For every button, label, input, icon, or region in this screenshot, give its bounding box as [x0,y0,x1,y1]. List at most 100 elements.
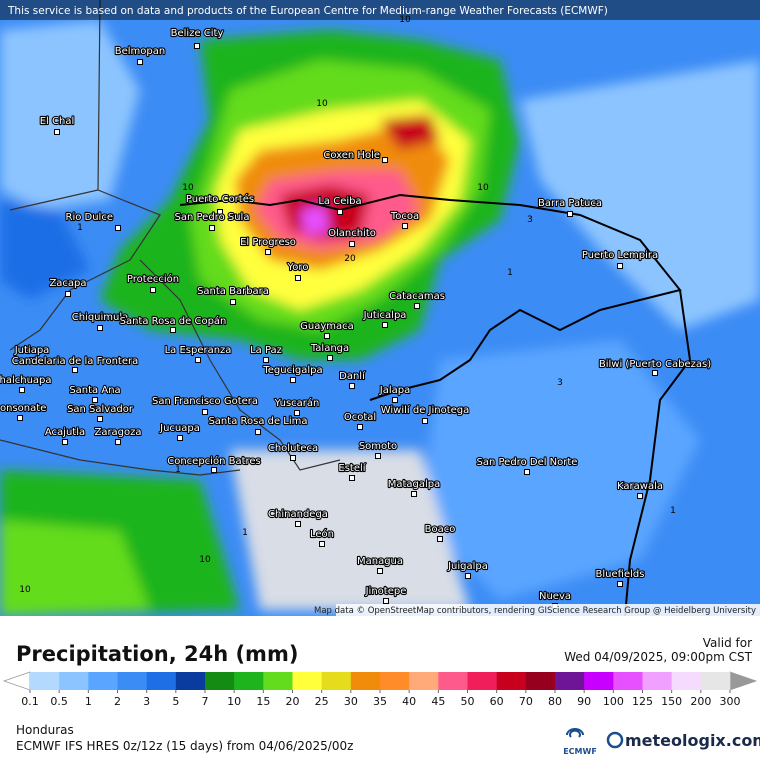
contour-label: 10 [19,585,31,595]
place-label: Jutiapa [14,345,50,356]
place-marker [17,415,23,421]
place-label: Concepción Batres [167,455,261,467]
place-label: Yoro [287,262,309,273]
place-marker [202,409,208,415]
place-label: Puerto Cortés [186,193,254,205]
place-marker [349,475,355,481]
contour-label: 3 [527,215,533,225]
place-marker [637,493,643,499]
place-label: León [310,528,334,540]
map: This service is based on data and produc… [0,0,760,616]
place-marker [327,355,333,361]
legend-label: 60 [490,695,504,708]
place-label: Olanchito [328,228,376,239]
place-marker [115,439,121,445]
place-marker [177,435,183,441]
place-label: Somoto [359,441,397,452]
place-label: Nueva [539,591,571,602]
contour-label: 10 [316,99,328,109]
contour-label: 10 [399,15,411,25]
place-marker [617,263,623,269]
place-marker [295,275,301,281]
places: Belize City Belmopan El Chal Coxen Hole Puer… [0,27,712,609]
legend-label: 20 [286,695,300,708]
place-label: Tocoa [390,211,419,222]
place-marker [319,541,325,547]
place-marker [294,410,300,416]
legend-swatch [263,672,293,690]
legend-label: 125 [632,695,653,708]
legend-swatch [642,672,672,690]
legend-swatch [380,672,410,690]
place-marker [411,491,417,497]
place-marker [383,598,389,604]
place-marker [357,424,363,430]
valid-time: Wed 04/09/2025, 09:00pm CST [564,650,752,664]
legend-label: 90 [577,695,591,708]
place-label: Jucuapa [159,423,200,434]
place-label: La Esperanza [165,345,232,356]
notice: This service is based on data and produc… [7,5,608,17]
place-label: Jalapa [379,385,410,396]
legend-label: 30 [344,695,358,708]
place-label: Juticalpa [363,310,407,321]
place-marker [92,397,98,403]
place-label: Sonsonate [0,403,46,414]
place-label: Tegucigalpa [262,365,322,376]
place-label: Zacapa [49,278,86,289]
place-label: Rio Dulce [66,212,114,223]
place-marker [290,377,296,383]
place-label: La Paz [250,345,282,356]
color-legend: 0.1 0.5 1 2 3 5 7 10 15 20 25 30 35 40 45 50 60 70 80 90 100… [2,671,758,708]
legend-swatch [467,672,497,690]
place-marker [617,581,623,587]
place-marker [19,387,25,393]
legend-swatch [117,672,147,690]
contour-label: 10 [182,183,194,193]
place-label: Catacamas [389,291,445,302]
place-marker [375,453,381,459]
place-marker [290,455,296,461]
legend-label: 150 [661,695,682,708]
contour-label: 10 [199,555,211,565]
place-marker [170,327,176,333]
place-label: Acajutla [45,427,85,438]
place-label: Juigalpa [447,561,488,572]
place-label: Zaragoza [94,427,141,438]
legend-swatch [175,672,206,690]
legend-label: 15 [256,695,270,708]
precipitation-field [0,20,760,616]
place-label: Estelí [338,462,366,474]
place-marker [195,357,201,363]
place-label: Chalchuapa [0,375,52,386]
place-label: Yuscarán [274,397,320,409]
contour-label: 1 [242,528,248,538]
place-marker [437,536,443,542]
legend-label: 5 [172,695,179,708]
place-label: El Progreso [240,237,296,248]
legend-swatch [146,672,177,690]
place-label: Barra Patuca [538,198,602,209]
place-marker [150,287,156,293]
place-label: Santa Barbara [197,286,269,297]
legend-label: 25 [315,695,329,708]
place-marker [137,59,143,65]
attribution: Map data © OpenStreetMap contributors, r… [314,606,756,616]
place-marker [392,397,398,403]
place-label: Coxen Hole [323,150,380,161]
legend-label: 100 [603,695,624,708]
place-label: Matagalpa [388,479,441,490]
region: Honduras [16,723,74,737]
place-label: Santa Rosa de Lima [208,416,307,427]
legend-swatch [671,672,702,690]
legend-label: 3 [143,695,150,708]
legend-swatch [584,672,614,690]
legend-label: 0.5 [50,695,68,708]
legend-low-arrow [2,671,31,691]
model-info: ECMWF IFS HRES 0z/12z (15 days) from 04/… [16,739,353,753]
place-marker [54,129,60,135]
legend-swatch [438,672,468,690]
place-label: San Francisco Gotera [152,396,258,407]
place-marker [97,325,103,331]
